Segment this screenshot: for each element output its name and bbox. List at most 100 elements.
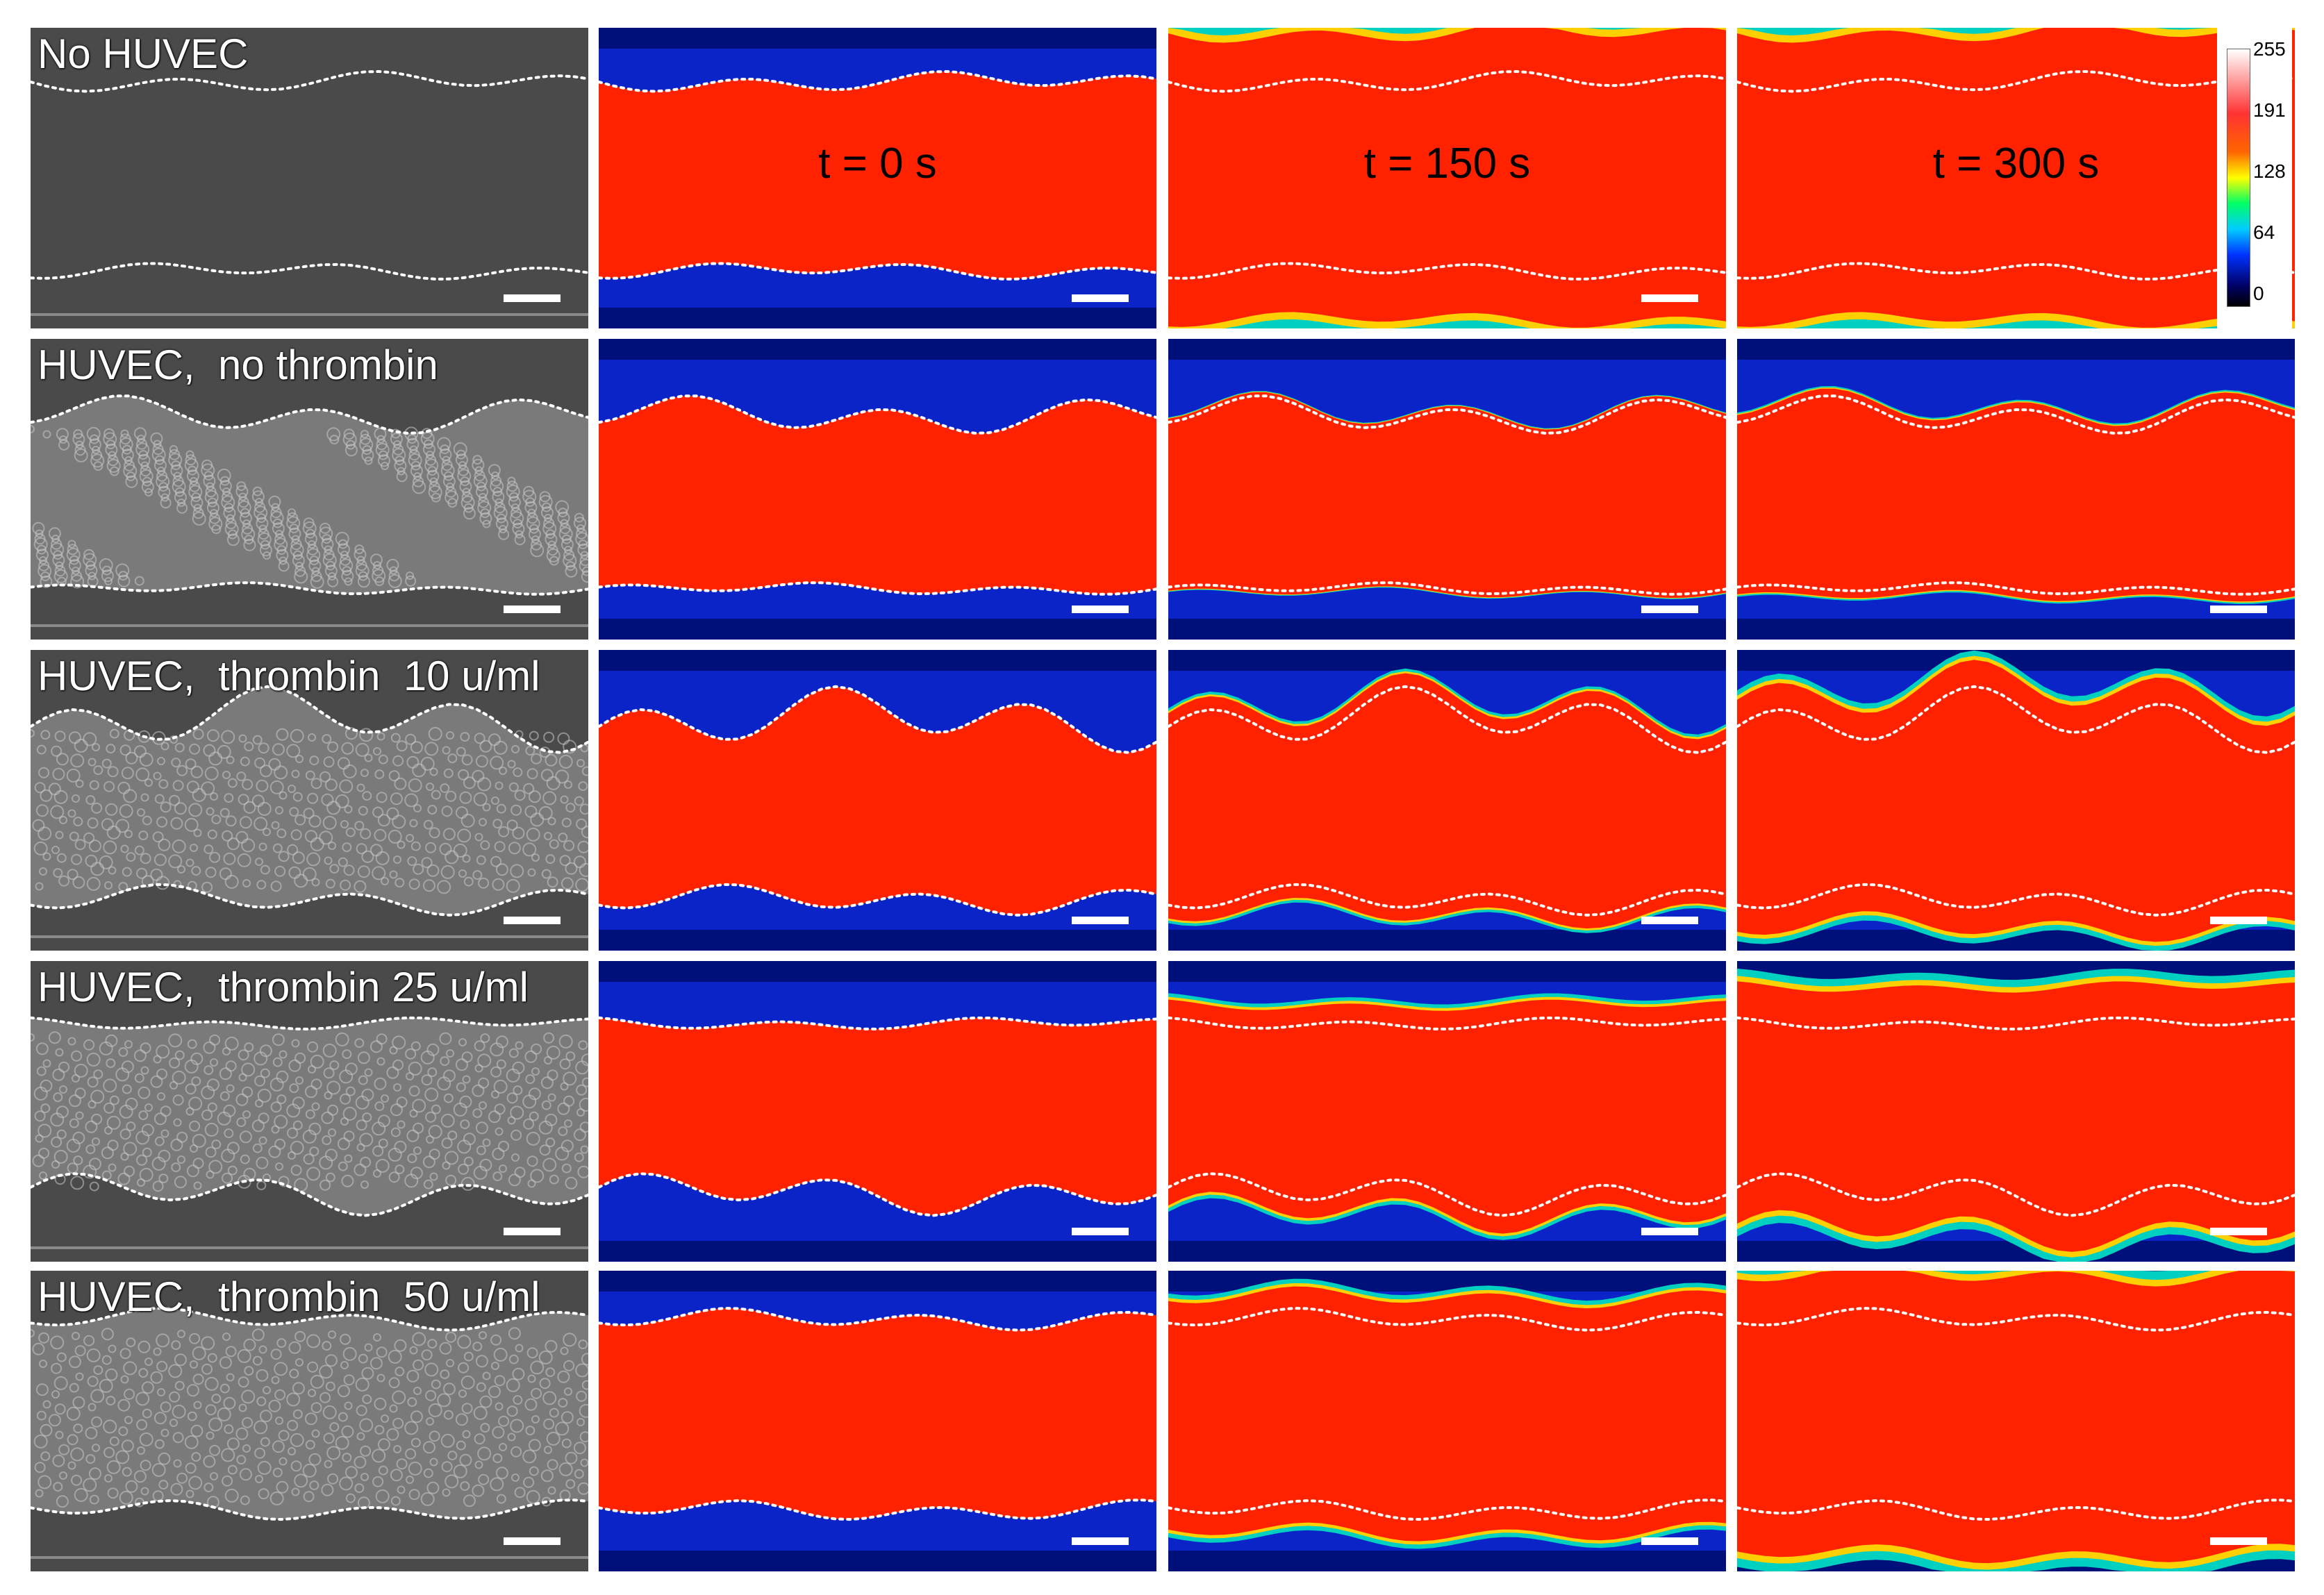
scale-bar	[2210, 1537, 2267, 1545]
panel-graphic	[31, 339, 588, 640]
scale-bar	[1641, 917, 1698, 924]
channel-outline-bottom	[599, 883, 1156, 917]
fluorescence-image: t = 150 s	[1168, 28, 1726, 328]
scale-bar	[504, 606, 561, 613]
colorbar-tick: 255	[2253, 38, 2286, 60]
panel-graphic	[1168, 28, 1726, 328]
panel-graphic	[1168, 339, 1726, 640]
fluorescence-image: t = 0 s	[599, 28, 1156, 328]
phase-contrast-image: No HUVEC	[31, 28, 588, 328]
channel-outline-top	[1168, 394, 1726, 435]
row-label: HUVEC, no thrombin	[38, 342, 438, 388]
channel-outline-bottom	[599, 262, 1156, 281]
endothelial-layer	[31, 1017, 588, 1216]
channel-outline-top	[1168, 1016, 1726, 1031]
channel-outline-bottom	[599, 1172, 1156, 1217]
channel-outline-top	[599, 394, 1156, 435]
fluorescence-image	[1737, 961, 2295, 1262]
channel-outline-top	[31, 394, 588, 435]
dye-region	[599, 1017, 1156, 1216]
phase-contrast-image: HUVEC, no thrombin	[31, 339, 588, 640]
channel-outline-top	[599, 69, 1156, 93]
scale-bar	[1072, 1228, 1129, 1235]
channel-outline-top	[31, 685, 588, 754]
fluorescence-image	[1737, 1271, 2295, 1571]
scale-bar	[2210, 917, 2267, 924]
scale-bar	[1641, 1537, 1698, 1545]
channel-outline-bottom	[1168, 581, 1726, 596]
channel-outline-top	[1168, 1307, 1726, 1332]
scale-bar	[1072, 606, 1129, 613]
dye-region	[599, 1308, 1156, 1520]
dye-region	[1737, 981, 2295, 1252]
dye-region	[1168, 673, 1726, 929]
channel-outline-bottom	[31, 581, 588, 596]
channel-outline-bottom	[1737, 1498, 2295, 1521]
time-label: t = 150 s	[1363, 140, 1531, 187]
fluorescence-image	[1168, 339, 1726, 640]
dye-region	[1168, 28, 1726, 328]
dye-region	[1168, 1286, 1726, 1542]
channel-outline-bottom	[1737, 262, 2295, 281]
scale-bar	[2210, 606, 2267, 613]
channel-outline-bottom	[599, 581, 1156, 596]
fluorescence-image	[1737, 339, 2295, 640]
endothelial-layer	[31, 396, 588, 594]
dye-region	[599, 396, 1156, 594]
scale-bar	[504, 1537, 561, 1545]
fluorescence-image	[599, 961, 1156, 1262]
channel-outline-top	[31, 1016, 588, 1031]
fluorescence-image	[1737, 650, 2295, 951]
channel-outline-top	[599, 1016, 1156, 1031]
fluorescence-image	[599, 650, 1156, 951]
channel-outline-top	[1737, 394, 2295, 435]
channel-outline-bottom	[31, 883, 588, 917]
panel-graphic	[599, 650, 1156, 951]
scale-bar	[504, 917, 561, 924]
colorbar-tick: 0	[2253, 283, 2264, 304]
dye-region	[599, 72, 1156, 279]
panel-graphic	[1737, 28, 2295, 328]
fluorescence-image	[1168, 961, 1726, 1262]
scale-bar	[1641, 606, 1698, 613]
channel-outline-bottom	[1737, 581, 2295, 596]
channel-outline-top	[1737, 69, 2295, 93]
scale-bar	[504, 294, 561, 302]
channel-outline-bottom	[1168, 1172, 1726, 1217]
time-label: t = 300 s	[1932, 140, 2100, 187]
fluorescence-image: t = 300 s	[1737, 28, 2295, 328]
panel-graphic	[599, 28, 1156, 328]
phase-contrast-image: HUVEC, thrombin 50 u/ml	[31, 1271, 588, 1571]
channel-outline-top	[1737, 685, 2295, 754]
panel-graphic	[599, 339, 1156, 640]
channel-outline-bottom	[1737, 1172, 2295, 1217]
channel-outline-top	[31, 69, 588, 93]
channel-outline-top	[599, 1307, 1156, 1332]
dye-region	[1737, 1271, 2295, 1564]
panel-graphic	[1168, 1271, 1726, 1571]
row-label: HUVEC, thrombin 10 u/ml	[38, 653, 540, 699]
panel-graphic	[1737, 1271, 2295, 1571]
row-label: HUVEC, thrombin 25 u/ml	[38, 964, 529, 1010]
channel-outline-top	[1737, 1307, 2295, 1332]
dye-region	[1168, 392, 1726, 598]
dye-region	[1737, 388, 2295, 602]
scale-bar	[504, 1228, 561, 1235]
fluorescence-image	[1168, 650, 1726, 951]
fluorescence-image	[599, 339, 1156, 640]
dye-region	[599, 686, 1156, 915]
channel-outline-bottom	[1737, 883, 2295, 917]
channel-outline-bottom	[31, 1498, 588, 1521]
dye-region	[1737, 28, 2295, 328]
phase-contrast-image: HUVEC, thrombin 10 u/ml	[31, 650, 588, 951]
channel-outline-bottom	[1168, 883, 1726, 917]
scale-bar	[1072, 917, 1129, 924]
row-label: HUVEC, thrombin 50 u/ml	[38, 1274, 540, 1320]
channel-outline-bottom	[1168, 1498, 1726, 1521]
scale-bar	[1641, 294, 1698, 302]
panel-graphic	[31, 1271, 588, 1571]
channel-outline-top	[1168, 69, 1726, 93]
row-label: No HUVEC	[38, 31, 249, 77]
channel-outline-bottom	[31, 262, 588, 281]
channel-outline-top	[1168, 685, 1726, 754]
